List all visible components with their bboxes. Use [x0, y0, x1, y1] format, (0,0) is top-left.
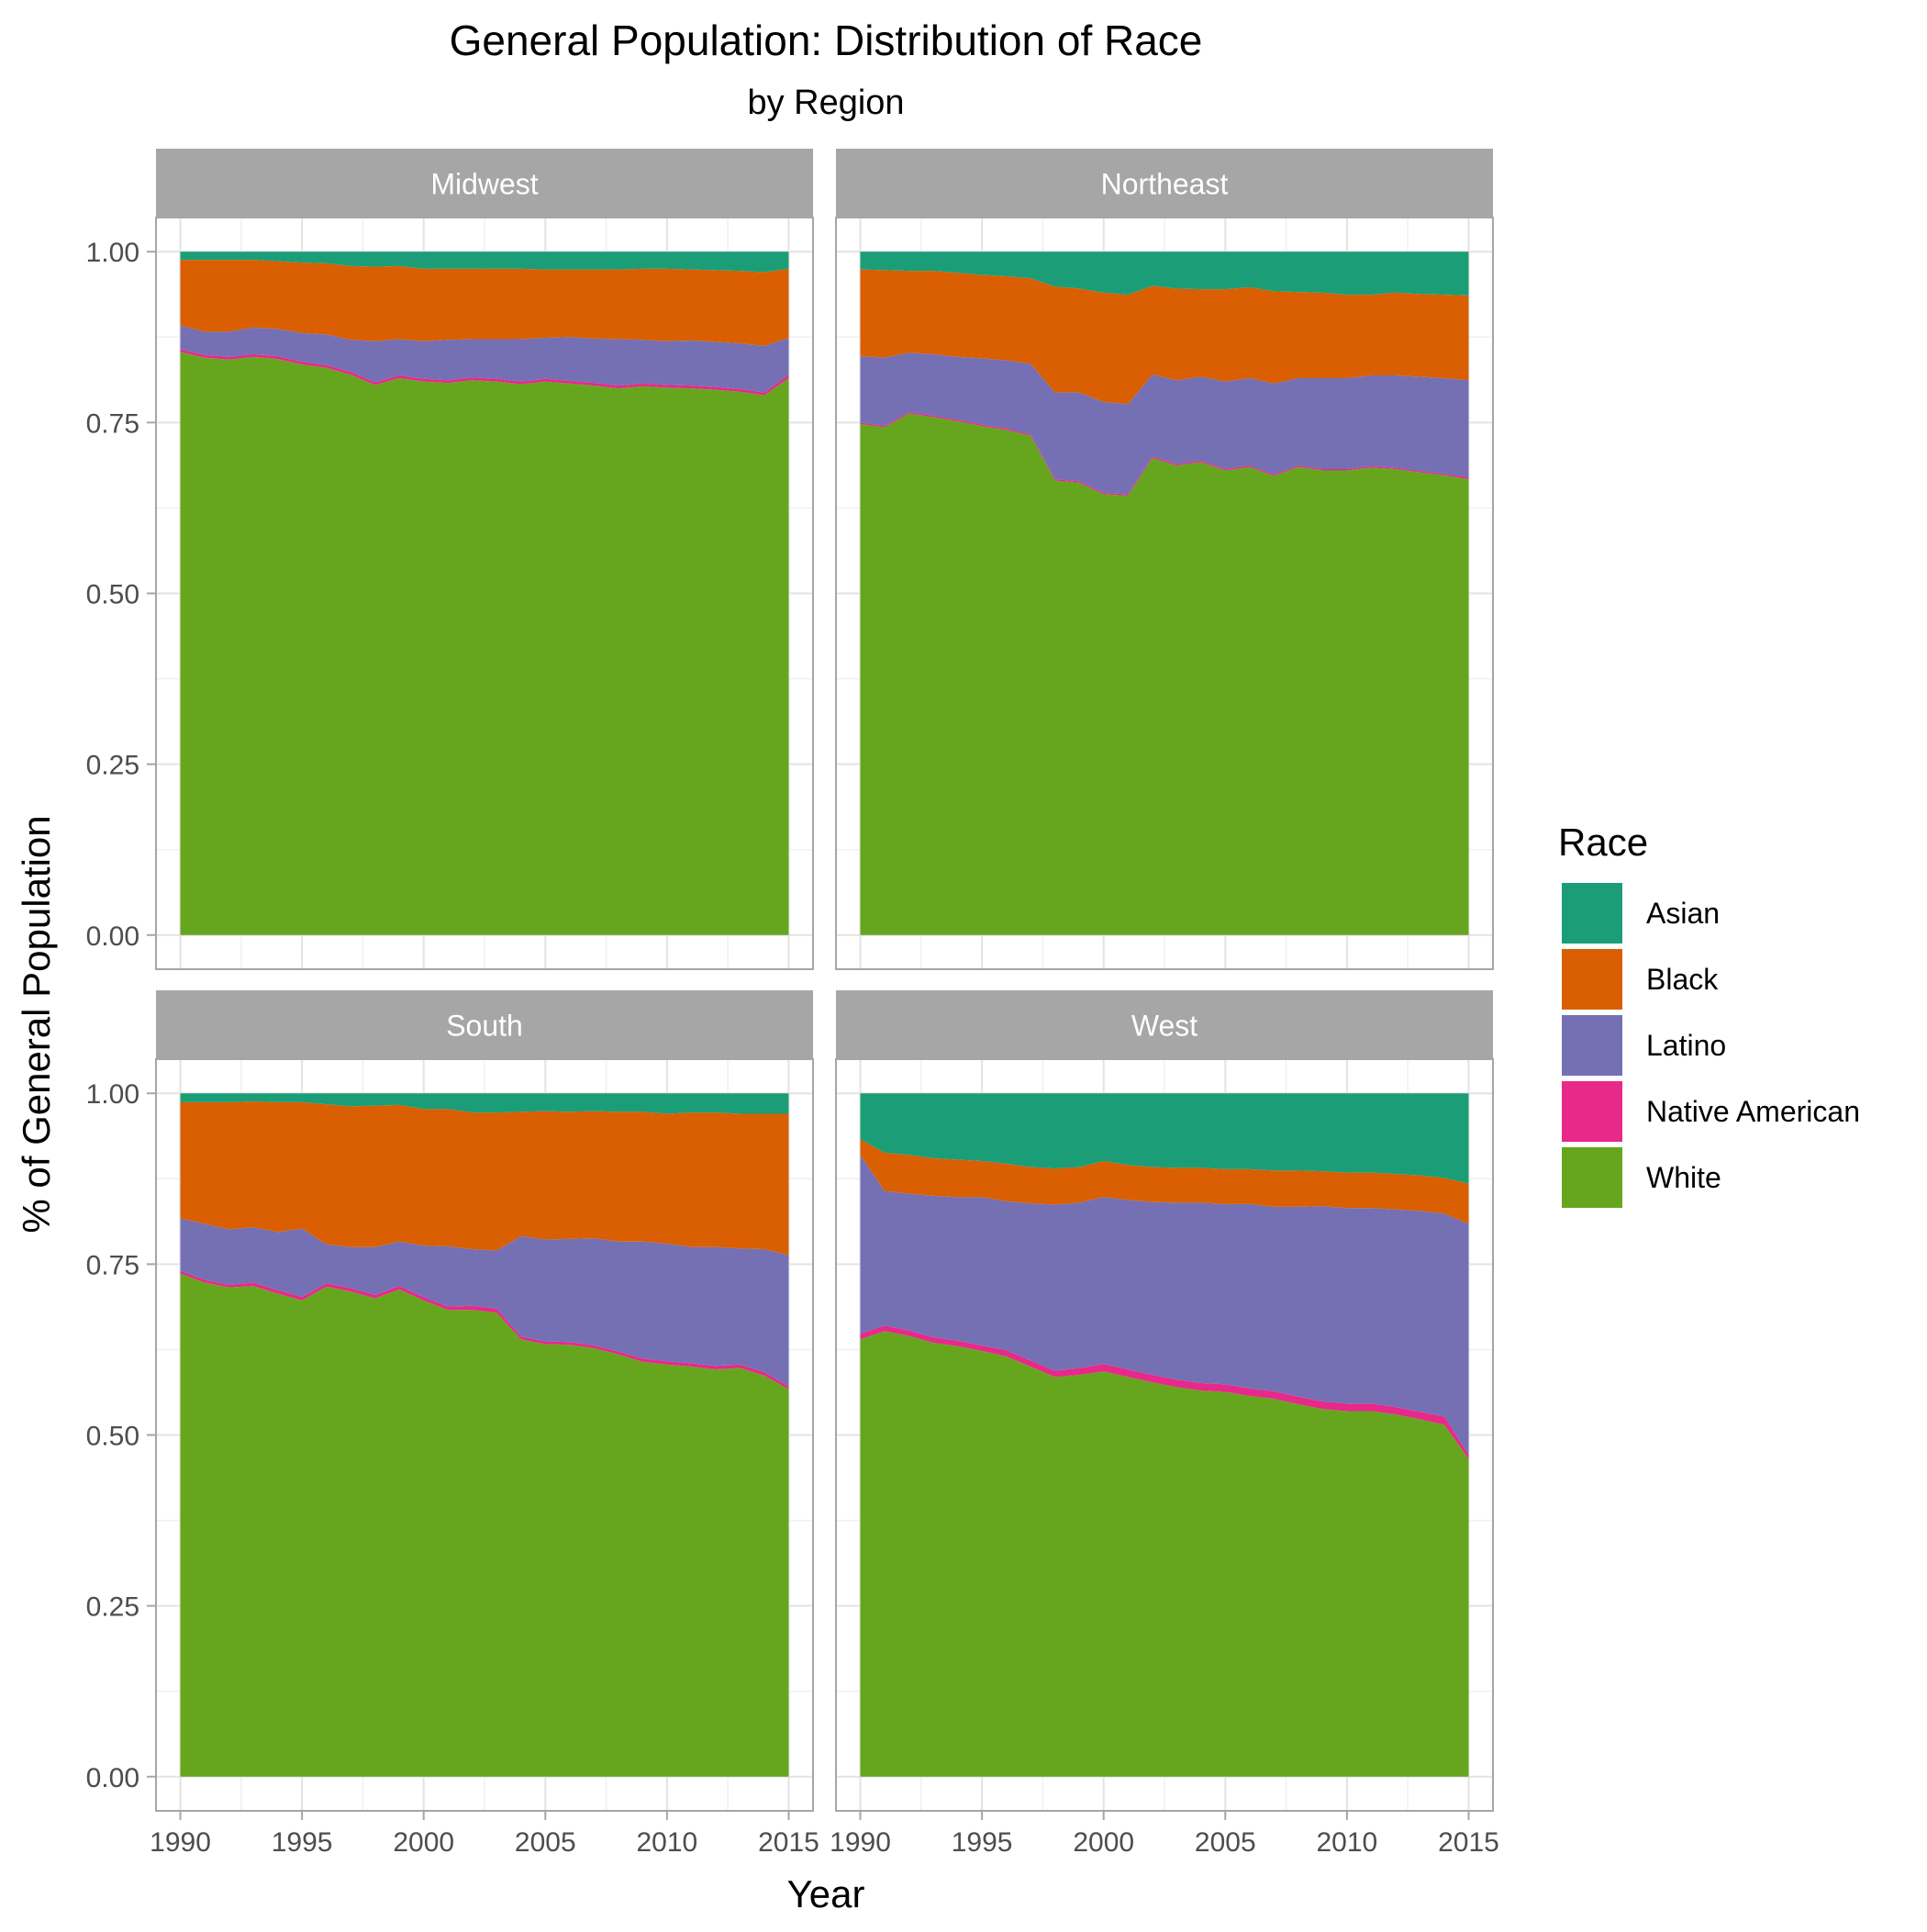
legend-label: Latino: [1646, 1029, 1726, 1062]
x-tick-label: 2005: [1195, 1827, 1256, 1858]
panel-strip: [836, 990, 1493, 1059]
x-tick-label: 2000: [393, 1827, 454, 1858]
y-tick-label: 0.75: [86, 408, 139, 439]
y-tick-label: 0.25: [86, 1592, 139, 1623]
panel-strip: [836, 149, 1493, 218]
panel-west: West 1990 1995 2000 2005 2010 2015: [830, 990, 1499, 1858]
legend-key-latino: [1562, 1015, 1622, 1076]
area-latino: [180, 1218, 789, 1387]
legend-label: White: [1646, 1161, 1721, 1194]
area-black: [860, 1139, 1469, 1224]
x-tick-label: 1995: [952, 1827, 1013, 1858]
panel-border: [835, 217, 1494, 970]
x-tick-label: 2015: [758, 1827, 819, 1858]
area-black: [180, 1101, 789, 1256]
legend-key-black: [1562, 949, 1622, 1010]
x-axis-title: Year: [787, 1872, 865, 1915]
area-black: [180, 260, 789, 346]
chart-title: General Population: Distribution of Race: [450, 17, 1203, 64]
legend-key-asian: [1562, 883, 1622, 944]
panel-strip-label: Midwest: [430, 168, 538, 201]
panels-layer: Midwest 0.00 0.25 0.50 0.75 1.00 Northeast Sout…: [86, 149, 1499, 1858]
panel-strip-label: Northeast: [1101, 168, 1229, 201]
panel-south: South 0.00 0.25 0.50 0.75 1.00 1990 1995 2000 200…: [86, 990, 819, 1858]
chart-subtitle: by Region: [747, 84, 904, 122]
legend-label: Native American: [1646, 1095, 1860, 1128]
area-asian: [180, 1093, 789, 1114]
y-tick-label: 0.50: [86, 580, 139, 610]
y-tick-label: 0.50: [86, 1422, 139, 1452]
area-asian: [860, 1093, 1469, 1184]
area-asian: [180, 251, 789, 273]
legend-item-native-american: Native American: [1562, 1081, 1860, 1142]
y-tick-label: 0.00: [86, 1763, 139, 1793]
area-white: [860, 1331, 1469, 1777]
area-native-american: [180, 349, 789, 396]
legend-item-asian: Asian: [1562, 883, 1720, 944]
legend-label: Asian: [1646, 897, 1720, 930]
legend-item-black: Black: [1562, 949, 1719, 1010]
area-latino: [860, 1155, 1469, 1456]
panel-strip: [156, 149, 813, 218]
legend-item-white: White: [1562, 1147, 1721, 1208]
y-tick-label: 0.25: [86, 751, 139, 781]
area-black: [860, 269, 1469, 405]
area-native-american: [860, 1325, 1469, 1459]
area-latino: [860, 352, 1469, 495]
y-axis-title: % of General Population: [15, 815, 58, 1233]
legend: Race Asian Black Latino Native American Whit…: [1558, 821, 1860, 1208]
legend-key-white: [1562, 1147, 1622, 1208]
panel-border: [835, 1058, 1494, 1812]
area-white: [180, 1273, 789, 1777]
x-tick-label: 2000: [1073, 1827, 1134, 1858]
area-white: [860, 413, 1469, 935]
x-tick-label: 2005: [515, 1827, 576, 1858]
x-tick-label: 2010: [1317, 1827, 1378, 1858]
panel-midwest: Midwest 0.00 0.25 0.50 0.75 1.00: [86, 149, 814, 970]
y-tick-label: 1.00: [86, 1079, 139, 1110]
y-tick-label: 0.00: [86, 921, 139, 952]
panel-strip-label: South: [446, 1010, 523, 1043]
legend-item-latino: Latino: [1562, 1015, 1726, 1076]
area-asian: [860, 251, 1469, 296]
x-tick-label: 2010: [637, 1827, 698, 1858]
area-native-american: [180, 1270, 789, 1390]
panel-strip-label: West: [1131, 1010, 1197, 1043]
panel-strip: [156, 990, 813, 1059]
area-white: [180, 352, 789, 935]
legend-label: Black: [1646, 963, 1719, 996]
legend-key-native-american: [1562, 1081, 1622, 1142]
x-tick-label: 1995: [272, 1827, 333, 1858]
panel-northeast: Northeast: [835, 149, 1494, 970]
y-tick-label: 1.00: [86, 238, 139, 268]
area-latino: [180, 325, 789, 393]
y-tick-label: 0.75: [86, 1250, 139, 1280]
x-tick-label: 2015: [1438, 1827, 1499, 1858]
x-tick-label: 1990: [150, 1827, 211, 1858]
legend-title: Race: [1558, 821, 1648, 864]
x-tick-label: 1990: [830, 1827, 891, 1858]
